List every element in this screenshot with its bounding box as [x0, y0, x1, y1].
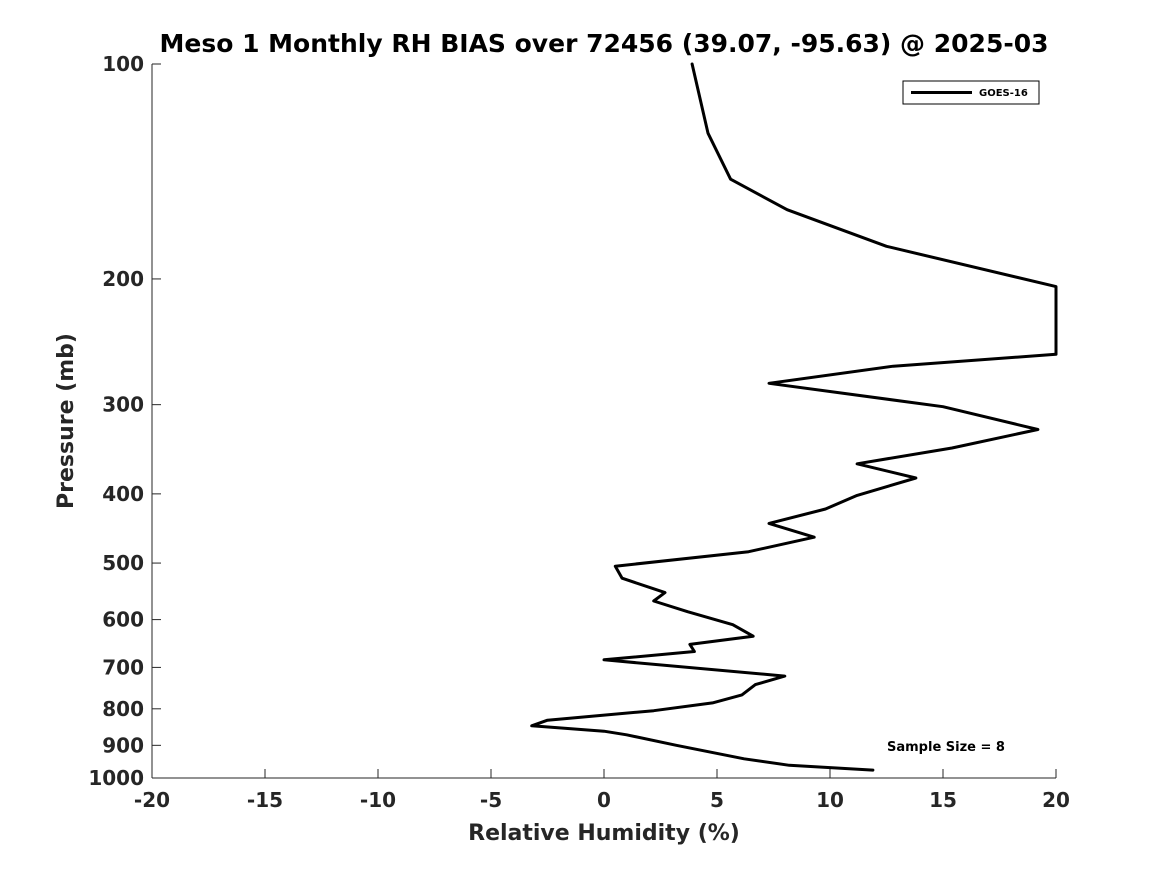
y-tick-label: 600 — [102, 608, 144, 632]
x-tick-label: 5 — [710, 788, 724, 812]
y-tick-label: 400 — [102, 482, 144, 506]
series-line-goes-16 — [530, 62, 1058, 772]
x-tick-label: 0 — [597, 788, 611, 812]
x-tick-label: -20 — [134, 788, 170, 812]
x-axis-label: Relative Humidity (%) — [468, 821, 740, 846]
sample-size-annotation: Sample Size = 8 — [887, 740, 1005, 755]
legend: GOES-16 — [902, 80, 1040, 105]
x-tick-label: -10 — [360, 788, 396, 812]
y-tick-label: 1000 — [88, 766, 144, 790]
chart-title: Meso 1 Monthly RH BIAS over 72456 (39.07… — [159, 29, 1048, 58]
series-layer — [530, 62, 1058, 772]
y-tick-label: 900 — [102, 733, 144, 757]
y-tick-label: 700 — [102, 655, 144, 679]
axis-ticks: -20 -15 -10 -5 0 5 10 15 20 100 200 300 400 500 600 700… — [88, 52, 1070, 812]
y-tick-label: 200 — [102, 267, 144, 291]
x-tick-label: -5 — [480, 788, 502, 812]
y-axis-label: Pressure (mb) — [54, 333, 79, 509]
x-tick-label: 15 — [929, 788, 957, 812]
axes — [151, 64, 1056, 779]
y-tick-label: 100 — [102, 52, 144, 76]
legend-label-goes-16: GOES-16 — [979, 88, 1028, 99]
y-tick-label: 500 — [102, 551, 144, 575]
x-tick-label: 20 — [1042, 788, 1070, 812]
y-tick-label: 300 — [102, 393, 144, 417]
plot-area — [152, 64, 1056, 778]
x-tick-label: -15 — [247, 788, 283, 812]
y-tick-label: 800 — [102, 697, 144, 721]
x-tick-label: 10 — [816, 788, 844, 812]
